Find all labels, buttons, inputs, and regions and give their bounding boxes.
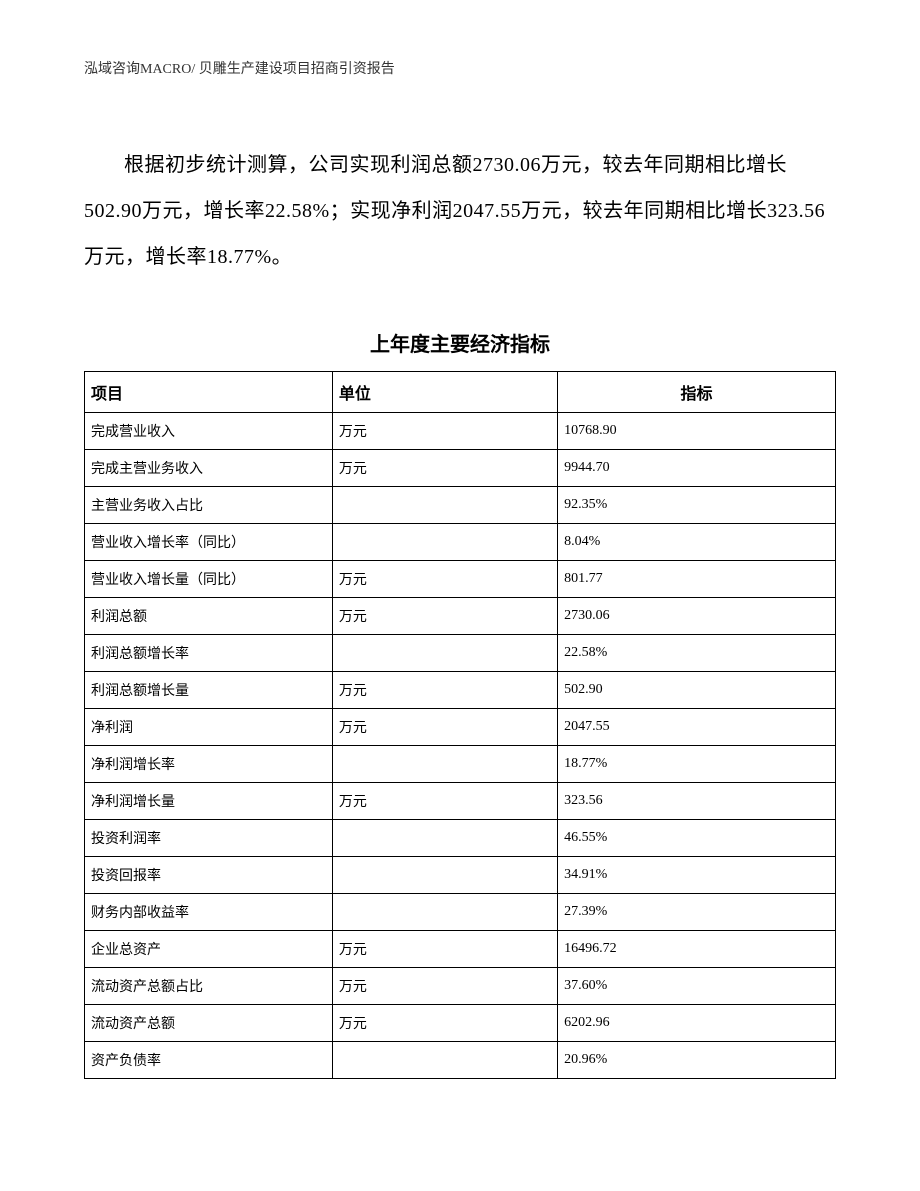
- table-row: 企业总资产万元16496.72: [85, 931, 836, 968]
- table-row: 主营业务收入占比 92.35%: [85, 487, 836, 524]
- table-row: 利润总额增长率 22.58%: [85, 635, 836, 672]
- table-cell: 2047.55: [558, 709, 836, 746]
- table-row: 净利润万元2047.55: [85, 709, 836, 746]
- table-row: 利润总额增长量万元502.90: [85, 672, 836, 709]
- table-cell: [332, 487, 557, 524]
- document-header: 泓域咨询MACRO/ 贝雕生产建设项目招商引资报告: [84, 58, 836, 78]
- table-cell: 92.35%: [558, 487, 836, 524]
- table-cell: 9944.70: [558, 450, 836, 487]
- table-cell: 资产负债率: [85, 1042, 333, 1079]
- table-cell: 利润总额增长率: [85, 635, 333, 672]
- table-cell: 财务内部收益率: [85, 894, 333, 931]
- table-cell: 22.58%: [558, 635, 836, 672]
- table-cell: 投资回报率: [85, 857, 333, 894]
- table-cell: 流动资产总额: [85, 1005, 333, 1042]
- table-cell: 10768.90: [558, 413, 836, 450]
- table-cell: 万元: [332, 968, 557, 1005]
- table-cell: 万元: [332, 709, 557, 746]
- table-header-project: 项目: [85, 372, 333, 413]
- table-cell: [332, 524, 557, 561]
- table-cell: 投资利润率: [85, 820, 333, 857]
- table-cell: 万元: [332, 561, 557, 598]
- table-cell: 27.39%: [558, 894, 836, 931]
- table-header-indicator: 指标: [558, 372, 836, 413]
- table-cell: 流动资产总额占比: [85, 968, 333, 1005]
- table-cell: 46.55%: [558, 820, 836, 857]
- table-header-unit: 单位: [332, 372, 557, 413]
- table-cell: 8.04%: [558, 524, 836, 561]
- table-cell: [332, 635, 557, 672]
- table-cell: 323.56: [558, 783, 836, 820]
- table-row: 净利润增长量万元323.56: [85, 783, 836, 820]
- table-cell: 37.60%: [558, 968, 836, 1005]
- table-cell: 万元: [332, 931, 557, 968]
- table-header-row: 项目 单位 指标: [85, 372, 836, 413]
- table-cell: 净利润增长量: [85, 783, 333, 820]
- table-cell: 企业总资产: [85, 931, 333, 968]
- table-cell: 营业收入增长量（同比）: [85, 561, 333, 598]
- table-row: 完成营业收入万元10768.90: [85, 413, 836, 450]
- table-cell: 完成主营业务收入: [85, 450, 333, 487]
- table-row: 投资利润率 46.55%: [85, 820, 836, 857]
- table-row: 利润总额万元2730.06: [85, 598, 836, 635]
- table-cell: 万元: [332, 783, 557, 820]
- table-cell: 万元: [332, 1005, 557, 1042]
- table-cell: 净利润: [85, 709, 333, 746]
- table-cell: 20.96%: [558, 1042, 836, 1079]
- table-cell: 34.91%: [558, 857, 836, 894]
- table-cell: 万元: [332, 672, 557, 709]
- table-row: 财务内部收益率 27.39%: [85, 894, 836, 931]
- table-cell: [332, 746, 557, 783]
- table-row: 营业收入增长量（同比）万元801.77: [85, 561, 836, 598]
- table-cell: [332, 1042, 557, 1079]
- table-cell: [332, 857, 557, 894]
- table-cell: 502.90: [558, 672, 836, 709]
- table-row: 营业收入增长率（同比） 8.04%: [85, 524, 836, 561]
- table-cell: 营业收入增长率（同比）: [85, 524, 333, 561]
- table-cell: 6202.96: [558, 1005, 836, 1042]
- table-cell: [332, 820, 557, 857]
- table-cell: 万元: [332, 450, 557, 487]
- table-row: 投资回报率 34.91%: [85, 857, 836, 894]
- table-cell: 2730.06: [558, 598, 836, 635]
- body-paragraph: 根据初步统计测算，公司实现利润总额2730.06万元，较去年同期相比增长502.…: [84, 142, 836, 280]
- table-row: 资产负债率 20.96%: [85, 1042, 836, 1079]
- table-row: 流动资产总额万元6202.96: [85, 1005, 836, 1042]
- table-cell: [332, 894, 557, 931]
- table-cell: 净利润增长率: [85, 746, 333, 783]
- table-cell: 主营业务收入占比: [85, 487, 333, 524]
- table-cell: 万元: [332, 598, 557, 635]
- table-cell: 16496.72: [558, 931, 836, 968]
- economic-indicators-table: 项目 单位 指标 完成营业收入万元10768.90完成主营业务收入万元9944.…: [84, 371, 836, 1079]
- table-row: 完成主营业务收入万元9944.70: [85, 450, 836, 487]
- table-cell: 18.77%: [558, 746, 836, 783]
- table-row: 净利润增长率 18.77%: [85, 746, 836, 783]
- table-cell: 万元: [332, 413, 557, 450]
- table-cell: 801.77: [558, 561, 836, 598]
- table-title: 上年度主要经济指标: [84, 328, 836, 357]
- table-row: 流动资产总额占比万元37.60%: [85, 968, 836, 1005]
- table-cell: 利润总额增长量: [85, 672, 333, 709]
- table-cell: 完成营业收入: [85, 413, 333, 450]
- table-cell: 利润总额: [85, 598, 333, 635]
